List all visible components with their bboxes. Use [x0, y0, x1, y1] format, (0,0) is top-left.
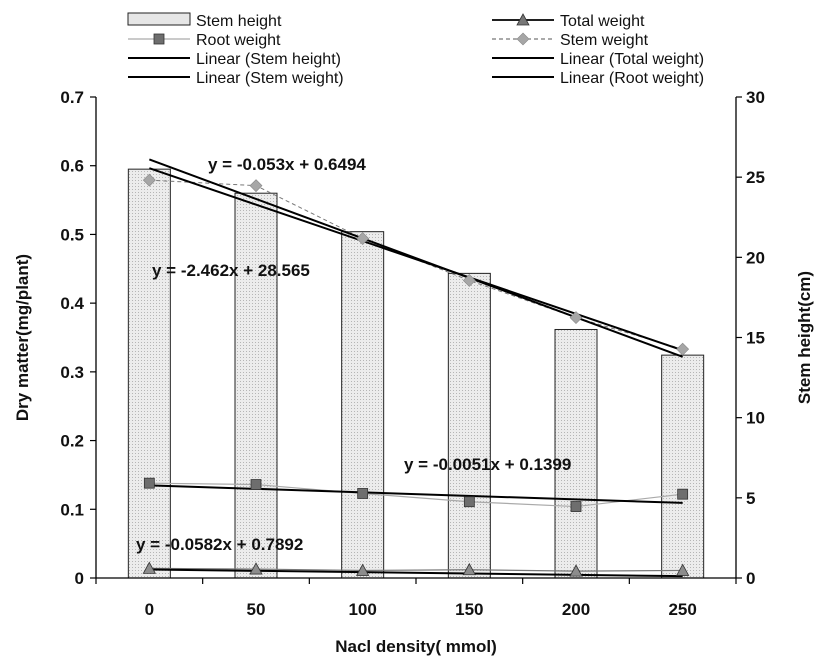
- tick-labels: 0 0.1 0.2 0.3 0.4 0.5 0.6 0.7 0 5 10 15 20 25 30 0 50 100…: [60, 88, 765, 619]
- series-line-total-weight: [149, 567, 683, 572]
- y-tick-label: 0.6: [60, 157, 84, 176]
- marker-total-weight: [249, 562, 263, 575]
- bar-stem-height-100: [341, 231, 385, 579]
- bar-stem-height-0: [127, 168, 171, 579]
- trendline-equation: y = -0.0051x + 0.1399: [404, 455, 571, 474]
- marker-stem-weight: [676, 342, 690, 356]
- series-lines: [149, 179, 683, 572]
- marker-stem-weight: [462, 274, 476, 287]
- legend-label: Stem height: [196, 13, 282, 30]
- y2-tick-label: 30: [746, 88, 765, 107]
- marker-total-weight: [142, 561, 157, 574]
- x-axis-title: Nacl density( mmol): [335, 637, 497, 656]
- y2-tick-label: 15: [746, 329, 765, 348]
- y-tick-label: 0.5: [60, 225, 84, 244]
- y-tick-label: 0.3: [60, 363, 84, 382]
- trendlines: [148, 158, 684, 578]
- bar-stem-height-50: [234, 192, 278, 579]
- marker-total-weight: [569, 564, 583, 577]
- legend-label: Root weight: [196, 32, 281, 49]
- y-tick-label: 0.7: [60, 88, 84, 107]
- bars: [127, 168, 705, 579]
- trendline-equation: y = -0.0582x + 0.7892: [136, 535, 303, 554]
- y2-tick-label: 5: [746, 489, 755, 508]
- series-line-root-weight: [149, 482, 683, 508]
- marker-stem-weight: [142, 173, 156, 187]
- bar-stem-height-200: [554, 328, 598, 579]
- y-tick-label: 0.4: [60, 294, 84, 313]
- x-tick-label: 200: [562, 600, 590, 619]
- trendline-equation: y = -2.462x + 28.565: [152, 261, 310, 280]
- trendline-linear-stem-weight-: [149, 167, 683, 352]
- legend: Stem height Total weight Root weight Stem w…: [127, 12, 704, 87]
- trendline-linear-stem-height-: [148, 158, 684, 358]
- y-axis-title: Dry matter(mg/plant): [13, 254, 32, 421]
- y2-tick-label: 20: [746, 248, 765, 267]
- y2-axis-title: Stem height(cm): [795, 271, 814, 404]
- trendline-equations: y = -2.462x + 28.565 y = -0.053x + 0.6494…: [136, 155, 571, 554]
- marker-root-weight: [677, 488, 689, 500]
- marker-root-weight: [143, 477, 155, 489]
- legend-label: Linear (Total weight): [560, 51, 704, 68]
- y-tick-label: 0.1: [60, 500, 84, 519]
- legend-swatch: [127, 12, 191, 26]
- legend-marker: [516, 32, 530, 46]
- x-tick-label: 150: [455, 600, 483, 619]
- marker-total-weight: [462, 562, 477, 576]
- y-tick-label: 0: [75, 569, 84, 588]
- bar-stem-height-150: [447, 272, 491, 579]
- marker-root-weight: [570, 501, 582, 512]
- trendline-linear-total-weight-: [149, 568, 683, 578]
- legend-label: Total weight: [560, 13, 645, 30]
- legend-label: Stem weight: [560, 32, 649, 49]
- x-tick-label: 100: [348, 600, 376, 619]
- marker-root-weight: [357, 488, 369, 499]
- y2-tick-label: 0: [746, 569, 755, 588]
- legend-marker: [153, 33, 165, 45]
- markers: [142, 173, 690, 577]
- y2-tick-label: 10: [746, 409, 765, 428]
- bar-stem-height-250: [661, 354, 705, 579]
- marker-root-weight: [250, 479, 262, 490]
- marker-total-weight: [355, 563, 370, 576]
- trendline-equation: y = -0.053x + 0.6494: [208, 155, 366, 174]
- legend-label: Linear (Stem height): [196, 51, 341, 68]
- y2-tick-label: 25: [746, 168, 765, 187]
- x-tick-label: 250: [668, 600, 696, 619]
- marker-root-weight: [463, 496, 475, 508]
- marker-stem-weight: [569, 311, 583, 324]
- legend-label: Linear (Stem weight): [196, 70, 344, 87]
- legend-label: Linear (Root weight): [560, 70, 704, 87]
- marker-total-weight: [675, 563, 690, 576]
- marker-stem-weight: [249, 179, 263, 193]
- trendline-linear-root-weight-: [149, 484, 683, 504]
- legend-marker: [516, 13, 530, 26]
- y-tick-label: 0.2: [60, 432, 84, 451]
- axes: [90, 96, 742, 584]
- x-tick-label: 0: [145, 600, 154, 619]
- x-tick-label: 50: [247, 600, 266, 619]
- marker-stem-weight: [356, 232, 370, 245]
